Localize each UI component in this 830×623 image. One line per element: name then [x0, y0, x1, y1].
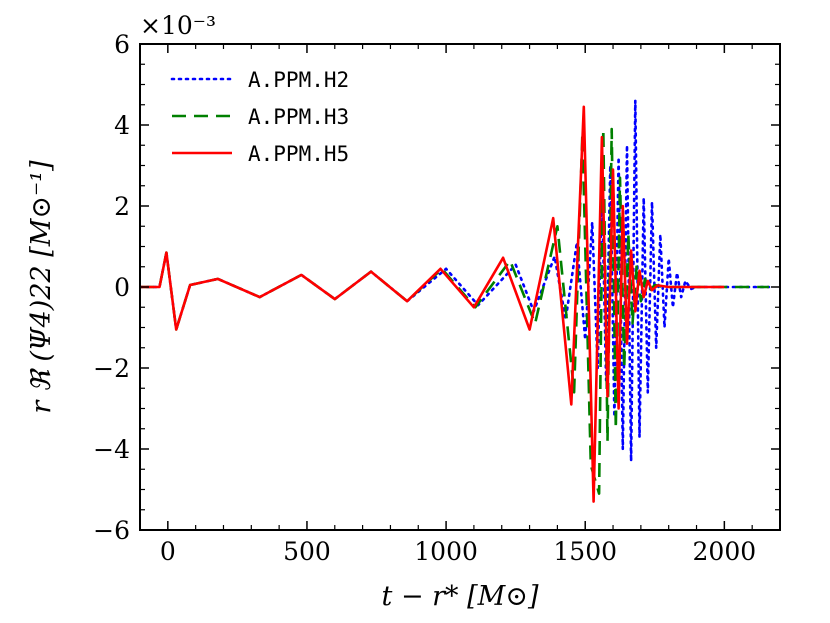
ticks-layer: 0 500 1000 1500 2000 −6 −4 −2 0 2 4 6 [93, 30, 781, 566]
series-layer [140, 99, 771, 503]
x-tick-label: 1500 [553, 537, 617, 566]
legend-label-a-ppm-h3: A.PPM.H3 [248, 105, 349, 129]
x-tick-label: 0 [160, 537, 176, 566]
x-axis-title: t − r* [M⊙] [382, 581, 539, 612]
y-tick-label: −6 [93, 516, 130, 545]
series-line-a-ppm-h5 [140, 105, 725, 503]
y-scale-multiplier: ×10⁻³ [140, 11, 216, 40]
y-axis-title: r ℜ (Ψ4)22 [M⊙⁻¹] [26, 160, 57, 414]
y-tick-label: 6 [114, 30, 130, 59]
legend: A.PPM.H2 A.PPM.H3 A.PPM.H5 [170, 68, 349, 166]
legend-label-a-ppm-h2: A.PPM.H2 [248, 68, 349, 92]
y-tick-label: −2 [93, 354, 130, 383]
y-tick-label: 2 [114, 192, 130, 221]
y-tick-label: 0 [114, 273, 130, 302]
x-tick-label: 500 [283, 537, 331, 566]
series-line-a-ppm-h3 [140, 127, 769, 495]
legend-label-a-ppm-h5: A.PPM.H5 [248, 142, 349, 166]
y-tick-label: −4 [93, 435, 130, 464]
series-line-a-ppm-h2 [140, 99, 771, 463]
x-tick-label: 1000 [414, 537, 478, 566]
y-tick-label: 4 [114, 111, 130, 140]
x-tick-label: 2000 [693, 537, 757, 566]
